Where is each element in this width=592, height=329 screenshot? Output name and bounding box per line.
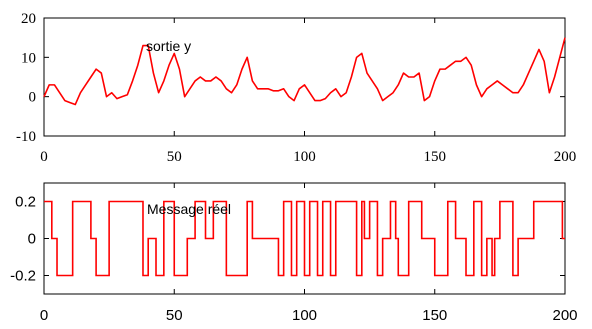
y-tick-labels: -0.2 0 0.2 [10,194,36,285]
x-tick-label: 100 [293,149,316,165]
tick-marks [43,17,566,137]
x-tick-labels: 0 50 100 150 200 [40,307,578,324]
axes-frame [43,17,566,137]
x-tick-label: 100 [292,307,317,324]
x-tick-label: 0 [40,149,48,165]
x-tick-label: 200 [554,149,577,165]
x-tick-label: 0 [40,307,48,324]
x-tick-labels: 0 50 100 150 200 [40,149,576,165]
annotation-sortie-y: sortie y [146,38,191,54]
y-tick-label: 0 [28,231,36,248]
message-reel-chart: -0.2 0 0.2 0 50 100 150 200 Message réel [10,182,578,324]
x-tick-label: 150 [424,149,447,165]
y-tick-label: -10 [16,129,36,145]
y-tick-label: 10 [21,50,36,66]
y-tick-label: -0.2 [10,268,36,285]
annotation-message-reel: Message réel [147,201,231,217]
y-tick-labels: -10 0 10 20 [16,11,36,145]
y-tick-label: 20 [21,11,36,27]
x-tick-label: 50 [167,149,182,165]
x-tick-label: 50 [166,307,183,324]
y-tick-label: 0.2 [15,194,36,211]
series-line [44,200,565,277]
y-tick-label: 0 [29,90,37,106]
series-line [43,37,566,106]
x-tick-label: 200 [552,307,577,324]
x-tick-label: 150 [422,307,447,324]
